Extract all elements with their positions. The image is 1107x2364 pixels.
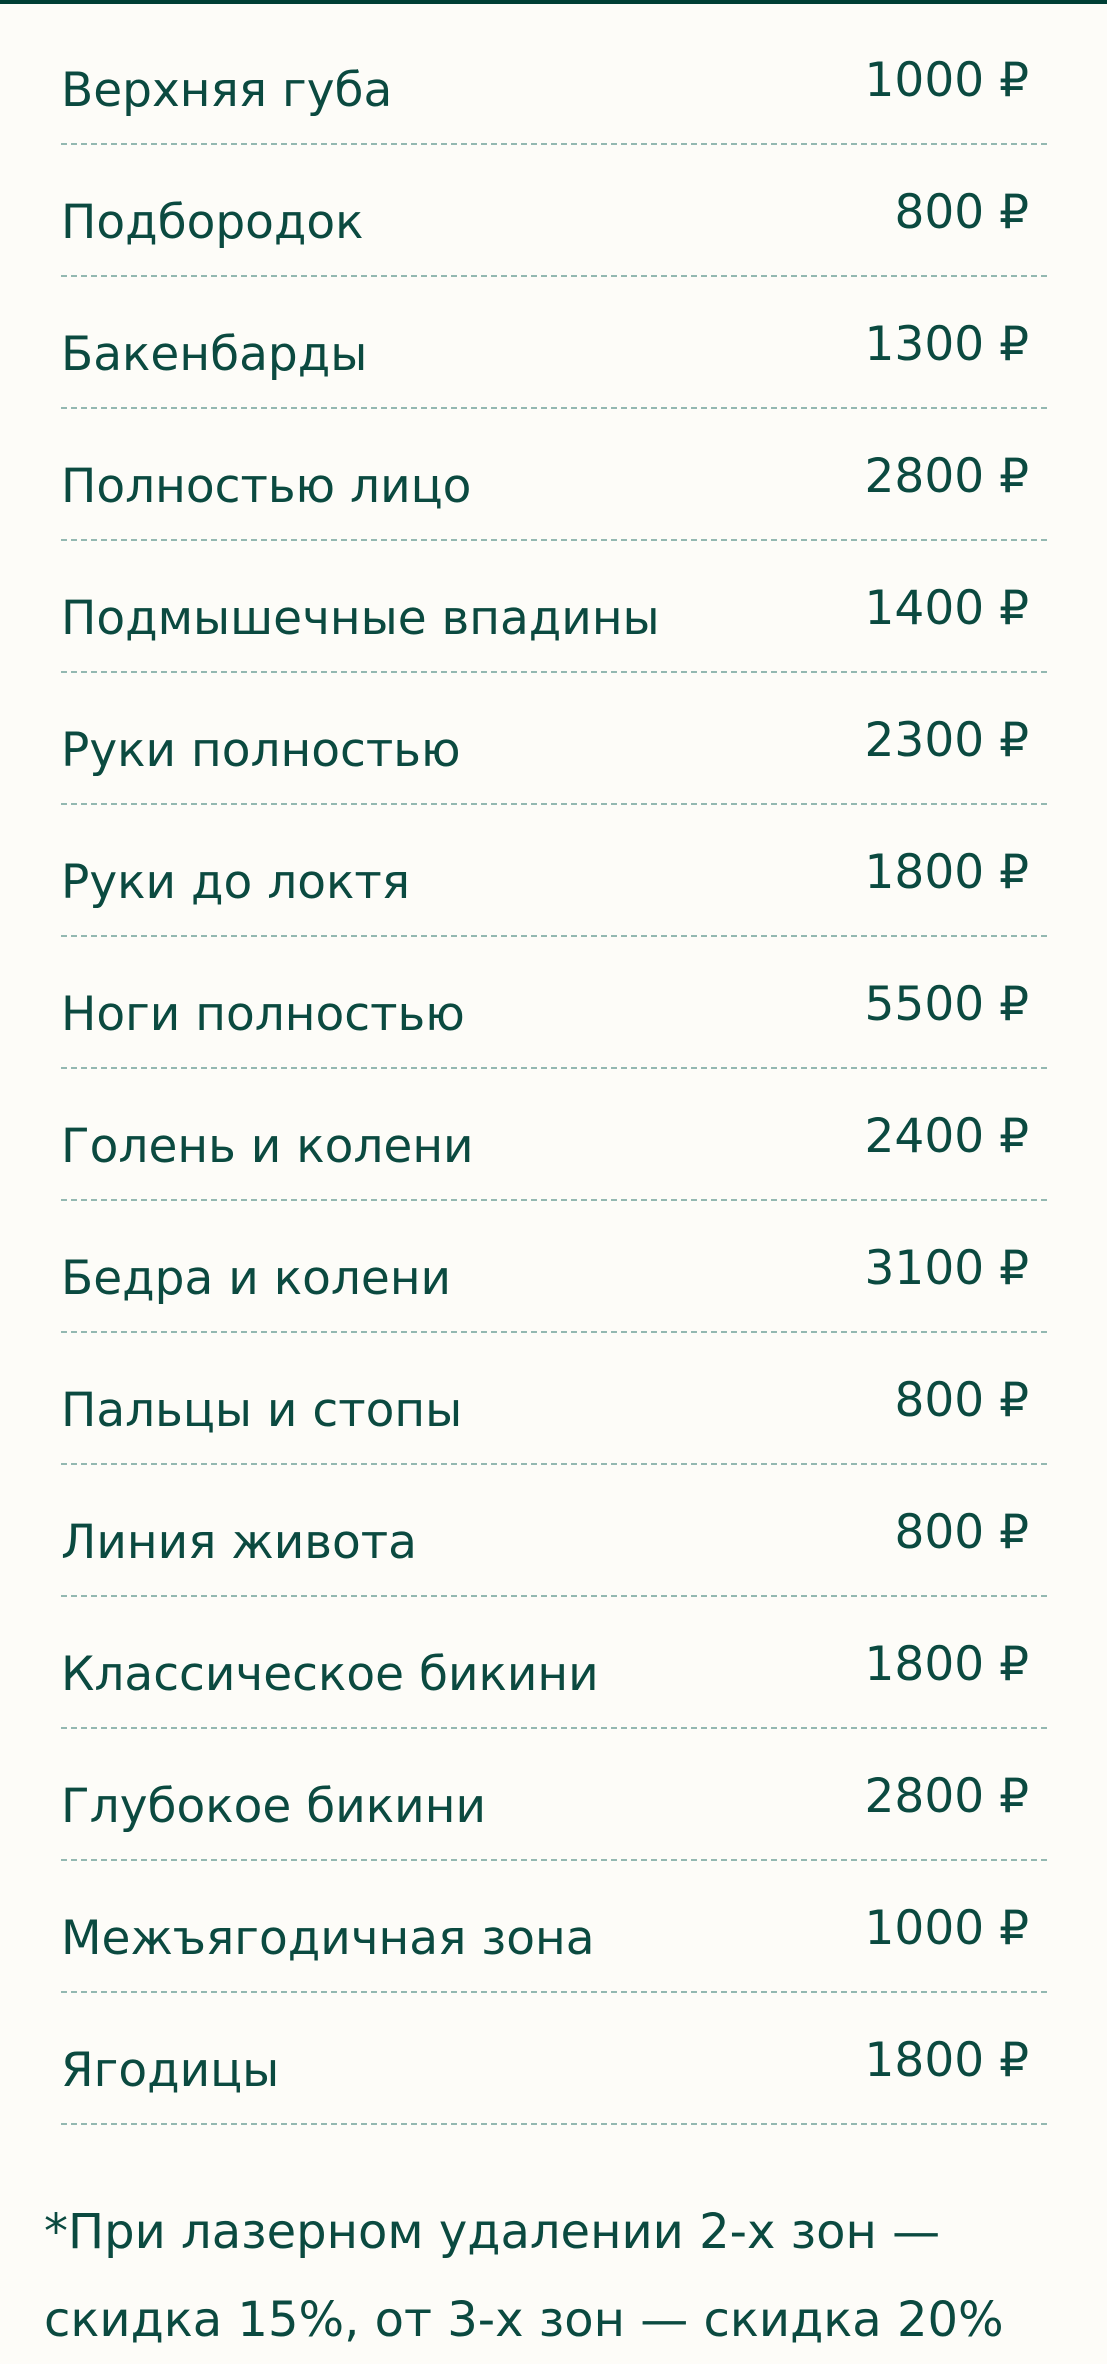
price-row: Пальцы и стопы 800 ₽ <box>61 1333 1047 1465</box>
service-price: 1800 ₽ <box>864 845 1029 900</box>
price-row: Подмышечные впадины 1400 ₽ <box>61 541 1047 673</box>
price-row: Руки полностью 2300 ₽ <box>61 673 1047 805</box>
service-price: 1400 ₽ <box>864 581 1029 636</box>
price-row: Глубокое бикини 2800 ₽ <box>61 1729 1047 1861</box>
service-price: 3100 ₽ <box>864 1241 1029 1296</box>
price-row: Подбородок 800 ₽ <box>61 145 1047 277</box>
service-name: Ягодицы <box>61 2043 280 2098</box>
price-row: Ноги полностью 5500 ₽ <box>61 937 1047 1069</box>
price-row: Бедра и колени 3100 ₽ <box>61 1201 1047 1333</box>
service-price: 1800 ₽ <box>864 1637 1029 1692</box>
service-name: Бедра и колени <box>61 1251 452 1306</box>
price-row: Бакенбарды 1300 ₽ <box>61 277 1047 409</box>
service-name: Ноги полностью <box>61 987 465 1042</box>
service-name: Верхняя губа <box>61 63 393 118</box>
service-price: 5500 ₽ <box>864 977 1029 1032</box>
price-list: Верхняя губа 1000 ₽ Подбородок 800 ₽ Бакенба… <box>61 13 1047 2125</box>
service-name: Руки до локтя <box>61 855 411 910</box>
service-name: Глубокое бикини <box>61 1779 486 1834</box>
price-row: Классическое бикини 1800 ₽ <box>61 1597 1047 1729</box>
service-price: 800 ₽ <box>894 185 1029 240</box>
top-border <box>0 0 1107 4</box>
service-price: 1300 ₽ <box>864 317 1029 372</box>
service-price: 800 ₽ <box>894 1373 1029 1428</box>
price-row: Голень и колени 2400 ₽ <box>61 1069 1047 1201</box>
service-name: Полностью лицо <box>61 459 472 514</box>
service-price: 2300 ₽ <box>864 713 1029 768</box>
price-row: Линия живота 800 ₽ <box>61 1465 1047 1597</box>
service-name: Подмышечные впадины <box>61 591 660 646</box>
service-name: Голень и колени <box>61 1119 474 1174</box>
discount-footnote: *При лазерном удалении 2-х зон — скидка … <box>44 2204 1004 2348</box>
service-price: 2400 ₽ <box>864 1109 1029 1164</box>
service-price: 800 ₽ <box>894 1505 1029 1560</box>
service-price: 1000 ₽ <box>864 53 1029 108</box>
price-row: Руки до локтя 1800 ₽ <box>61 805 1047 937</box>
service-price: 2800 ₽ <box>864 449 1029 504</box>
service-price: 2800 ₽ <box>864 1769 1029 1824</box>
service-name: Руки полностью <box>61 723 461 778</box>
service-name: Подбородок <box>61 195 364 250</box>
service-name: Межъягодичная зона <box>61 1911 595 1966</box>
service-name: Классическое бикини <box>61 1647 599 1702</box>
price-row: Верхняя губа 1000 ₽ <box>61 13 1047 145</box>
service-price: 1800 ₽ <box>864 2033 1029 2088</box>
service-name: Линия живота <box>61 1515 417 1570</box>
price-row: Межъягодичная зона 1000 ₽ <box>61 1861 1047 1993</box>
price-row: Полностью лицо 2800 ₽ <box>61 409 1047 541</box>
price-row: Ягодицы 1800 ₽ <box>61 1993 1047 2125</box>
service-name: Бакенбарды <box>61 327 368 382</box>
service-price: 1000 ₽ <box>864 1901 1029 1956</box>
service-name: Пальцы и стопы <box>61 1383 463 1438</box>
